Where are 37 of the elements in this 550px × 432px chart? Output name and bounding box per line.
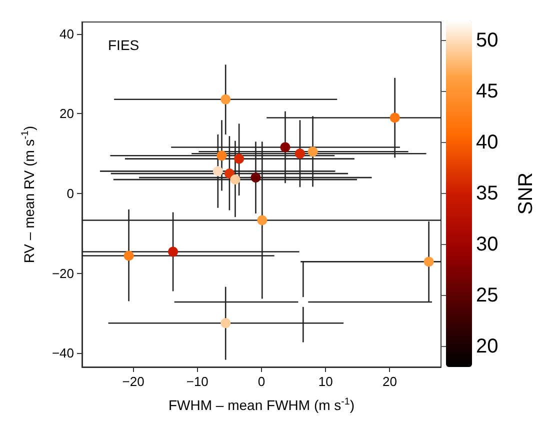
y-axis-title: RV – mean RV (m s-1) xyxy=(20,126,37,264)
x-tick-label: 20 xyxy=(382,374,397,389)
annotation: FIES xyxy=(108,37,140,53)
color-bar-label: 50 xyxy=(476,29,498,52)
y-tick-label: −40 xyxy=(52,346,74,361)
point xyxy=(220,318,231,328)
y-tick-label: 40 xyxy=(60,26,74,42)
y-tick-label: 20 xyxy=(60,106,74,122)
x-tick-label: 10 xyxy=(318,374,333,389)
y-tick-label: −20 xyxy=(52,266,74,281)
y-tick-label: 0 xyxy=(66,186,74,202)
point xyxy=(212,166,223,176)
point xyxy=(298,296,308,307)
point xyxy=(424,256,434,267)
point xyxy=(257,215,268,226)
point xyxy=(220,94,231,104)
point xyxy=(308,146,318,157)
x-tick-label: −20 xyxy=(122,374,144,389)
color-bar-label: 30 xyxy=(476,234,498,256)
color-bar-label: 20 xyxy=(476,336,498,358)
x-tick-label: 0 xyxy=(258,374,266,389)
x-tick-label: −10 xyxy=(186,374,208,389)
point xyxy=(230,174,240,185)
point xyxy=(250,172,261,183)
point xyxy=(124,250,134,261)
color-bar-label: 25 xyxy=(476,284,498,307)
point xyxy=(294,148,305,159)
point xyxy=(216,150,227,161)
color-bar-label: 35 xyxy=(476,182,498,204)
color-bar-title: SNR xyxy=(515,172,537,215)
point xyxy=(390,112,400,123)
point xyxy=(234,154,244,164)
point xyxy=(224,168,234,179)
point xyxy=(280,142,290,152)
color-bar-label: 45 xyxy=(476,80,498,102)
color-bar-label: 40 xyxy=(476,131,498,154)
point xyxy=(168,246,178,257)
